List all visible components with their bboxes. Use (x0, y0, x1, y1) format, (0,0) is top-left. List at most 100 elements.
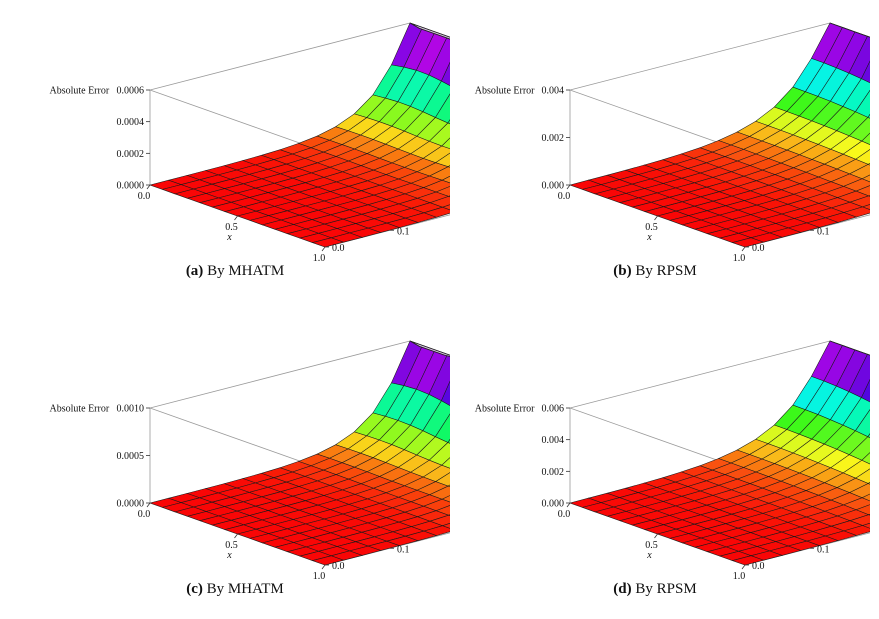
z-axis-label: Absolute Error (475, 404, 535, 415)
x-tick (654, 215, 658, 221)
t-tick-label: 0.1 (397, 544, 410, 555)
x-tick (741, 564, 746, 570)
x-tick-label: 0.5 (225, 540, 238, 551)
surface-cell (861, 174, 870, 183)
surface-cell (447, 438, 450, 444)
x-axis-label: x (226, 232, 232, 243)
surface-cell (731, 237, 765, 248)
surface-cell (861, 204, 870, 211)
x-tick (654, 533, 658, 539)
surface-plot-c: 0.00.51.0x0.00.10.20.30.4t0.00000.00050.… (49, 340, 450, 583)
x-tick-label: 1.0 (733, 253, 746, 264)
t-tick-label: 0.0 (332, 561, 345, 572)
axis-labels: 0.00.51.0x0.00.10.20.30.4t0.0000.0020.00… (475, 404, 830, 583)
surface-cell (441, 457, 450, 469)
clipped-top (829, 22, 870, 38)
chart-panel-c: 0.00.51.0x0.00.10.20.30.4t0.00000.00050.… (20, 318, 450, 618)
t-tick-label: 0.0 (752, 561, 765, 572)
t-tick-label: 0.0 (752, 243, 765, 254)
z-axis-label: Absolute Error (49, 86, 109, 97)
caption-label-d: (d) (613, 581, 632, 597)
z-tick-label: 0.0000 (117, 181, 145, 192)
z-tick-label: 0.004 (542, 86, 565, 97)
x-tick-label: 0.5 (225, 222, 238, 233)
z-axis-label: Absolute Error (475, 86, 535, 97)
x-tick (146, 502, 151, 508)
chart-panel-d: 0.00.51.0x0.00.10.20.30.4t0.0000.0020.00… (440, 318, 870, 618)
z-tick-label: 0.004 (542, 435, 565, 446)
z-tick-label: 0.000 (542, 499, 565, 510)
surface-cell (311, 555, 345, 566)
x-tick (741, 246, 746, 252)
surface-cell (731, 555, 765, 566)
x-tick-label: 0.5 (645, 540, 658, 551)
x-tick-label: 0.5 (645, 222, 658, 233)
t-tick-label: 0.0 (332, 243, 345, 254)
x-tick (146, 184, 151, 190)
caption-c: (c) By MHATM (20, 580, 450, 598)
x-axis-label: x (226, 550, 232, 561)
caption-text-a: By MHATM (203, 263, 285, 279)
box-edge (149, 89, 326, 153)
surface (149, 22, 450, 248)
surface-cell (861, 522, 870, 529)
x-tick (234, 533, 238, 539)
z-tick-label: 0.0002 (117, 149, 145, 160)
z-tick-label: 0.0005 (117, 451, 145, 462)
caption-text-c: By MHATM (202, 581, 284, 597)
x-tick-label: 1.0 (733, 571, 746, 582)
x-tick-label: 0.0 (138, 191, 151, 202)
caption-label-c: (c) (186, 581, 203, 597)
axis-labels: 0.00.51.0x0.00.10.20.30.4t0.00000.00050.… (49, 404, 410, 583)
t-tick-label: 0.1 (397, 226, 410, 237)
caption-text-d: By RPSM (631, 581, 697, 597)
surface (569, 22, 870, 248)
caption-label-a: (a) (185, 263, 204, 279)
x-tick-label: 1.0 (313, 253, 326, 264)
x-axis-label: x (646, 232, 652, 243)
chart-panel-b: 0.00.51.0x0.00.10.20.30.4t0.0000.0020.00… (440, 0, 870, 300)
chart-panel-a: 0.00.51.0x0.00.10.20.30.4t0.00000.00020.… (20, 0, 450, 300)
surface-cell (441, 204, 450, 211)
surface-cell (441, 175, 450, 184)
box-edge (149, 22, 411, 91)
clipped-top (829, 340, 870, 356)
z-tick-label: 0.002 (542, 467, 565, 478)
clipped-top (409, 340, 450, 357)
surface-cell (447, 119, 450, 125)
z-tick-label: 0.000 (542, 181, 565, 192)
z-tick-label: 0.002 (542, 133, 565, 144)
caption-a: (a) By MHATM (20, 262, 450, 280)
surface-cell (867, 162, 870, 166)
surface-cell (441, 523, 450, 529)
t-tick-label: 0.1 (817, 226, 830, 237)
surface (569, 340, 870, 566)
caption-b: (b) By RPSM (440, 262, 870, 280)
z-tick-label: 0.006 (542, 404, 565, 415)
caption-label-b: (b) (613, 263, 632, 279)
z-axis-label: Absolute Error (49, 404, 109, 415)
caption-text-b: By RPSM (631, 263, 697, 279)
box-edge (569, 340, 831, 409)
x-tick-label: 1.0 (313, 571, 326, 582)
x-tick (321, 564, 326, 570)
surface-plot-b: 0.00.51.0x0.00.10.20.30.4t0.0000.0020.00… (475, 22, 870, 264)
x-tick (566, 502, 571, 508)
box-edge (149, 340, 411, 409)
surface-plot-d: 0.00.51.0x0.00.10.20.30.4t0.0000.0020.00… (475, 340, 870, 583)
x-tick-label: 0.0 (558, 191, 571, 202)
z-tick-label: 0.0006 (117, 86, 145, 97)
x-tick (321, 246, 326, 252)
x-tick (234, 215, 238, 221)
caption-d: (d) By RPSM (440, 580, 870, 598)
surface-cell (311, 237, 345, 248)
t-tick-label: 0.1 (817, 544, 830, 555)
z-tick-label: 0.0000 (117, 499, 145, 510)
x-tick-label: 0.0 (138, 509, 151, 520)
surface-cell (441, 495, 450, 503)
x-tick-label: 0.0 (558, 509, 571, 520)
box-edge (149, 407, 326, 471)
x-tick (566, 184, 571, 190)
surface-cell (441, 137, 450, 150)
surface-plot-a: 0.00.51.0x0.00.10.20.30.4t0.00000.00020.… (49, 22, 450, 264)
